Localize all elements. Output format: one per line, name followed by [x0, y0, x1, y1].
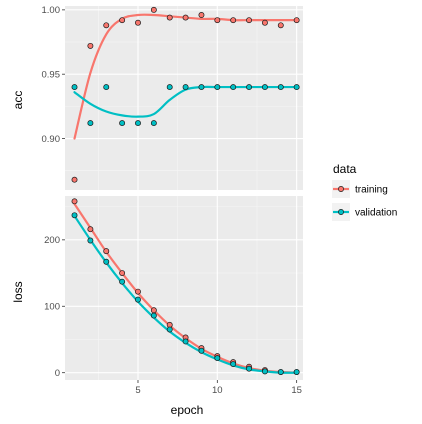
data-point-validation	[277, 84, 284, 91]
y-tick-label: 100	[44, 302, 60, 313]
panel-background	[65, 196, 303, 380]
data-point-validation	[277, 369, 284, 375]
data-point-training	[71, 198, 78, 205]
legend: data training validation	[332, 162, 397, 221]
legend-key-point-training	[338, 186, 344, 192]
data-point-training	[150, 6, 157, 13]
data-point-validation	[119, 278, 126, 285]
data-point-validation	[150, 120, 157, 127]
data-point-validation	[246, 84, 253, 91]
data-point-validation	[230, 361, 237, 368]
data-point-training	[119, 270, 126, 277]
data-point-training	[246, 17, 253, 24]
x-tick-label: 5	[135, 385, 140, 396]
data-point-training	[293, 17, 300, 24]
legend-title: data	[333, 162, 357, 176]
x-axis: 5 10 15	[135, 380, 302, 396]
data-point-training	[87, 226, 94, 233]
data-point-validation	[71, 212, 78, 219]
x-axis-title: epoch	[171, 403, 204, 417]
data-point-training	[150, 307, 157, 314]
y-tick-label: 0	[55, 368, 60, 379]
data-point-validation	[71, 84, 78, 91]
data-point-training	[198, 12, 205, 18]
data-point-validation	[103, 258, 110, 265]
data-point-training	[230, 17, 237, 24]
data-point-validation	[135, 296, 141, 303]
data-point-training	[103, 22, 110, 29]
data-point-training	[261, 19, 268, 26]
y-tick-label: 200	[44, 235, 60, 246]
y-axis-title-acc: acc	[11, 91, 25, 110]
data-point-validation	[246, 365, 253, 372]
data-point-training	[119, 17, 126, 24]
y-tick-label: 1.00	[42, 5, 61, 16]
data-point-training	[135, 19, 141, 26]
data-point-validation	[119, 120, 126, 127]
data-point-validation	[198, 347, 205, 354]
x-tick-label: 15	[291, 385, 302, 396]
data-point-validation	[293, 369, 300, 375]
data-point-validation	[103, 84, 110, 91]
legend-label-training: training	[355, 185, 388, 196]
data-point-validation	[261, 84, 268, 91]
legend-key-point-validation	[338, 209, 344, 215]
data-point-training	[214, 17, 221, 24]
y-tick-label: 0.90	[42, 134, 61, 145]
data-point-validation	[198, 84, 205, 91]
data-point-validation	[214, 355, 221, 362]
data-point-validation	[150, 312, 157, 319]
data-point-validation	[87, 237, 94, 244]
data-point-validation	[166, 84, 173, 91]
data-point-training	[103, 248, 110, 255]
data-point-validation	[182, 338, 189, 345]
data-point-training	[135, 288, 141, 295]
legend-keys: training validation	[332, 180, 397, 221]
panel-background	[65, 6, 303, 190]
x-tick-label: 10	[212, 385, 223, 396]
data-point-validation	[87, 120, 94, 127]
data-point-validation	[293, 84, 300, 91]
panel-acc: 0.90 0.95 1.00	[42, 5, 303, 190]
data-point-training	[71, 176, 78, 183]
data-point-validation	[166, 326, 173, 333]
y-tick-label: 0.95	[42, 69, 61, 80]
data-point-training	[166, 14, 173, 21]
data-point-validation	[214, 84, 221, 91]
data-point-training	[277, 22, 284, 29]
data-point-training	[87, 42, 94, 49]
data-point-validation	[135, 120, 141, 127]
data-point-validation	[182, 84, 189, 91]
y-axis-title-loss: loss	[11, 281, 25, 302]
data-point-training	[182, 14, 189, 21]
legend-label-validation: validation	[355, 208, 397, 219]
panel-loss: 0 100 200	[44, 196, 303, 380]
data-point-validation	[261, 368, 268, 375]
data-point-validation	[230, 84, 237, 91]
